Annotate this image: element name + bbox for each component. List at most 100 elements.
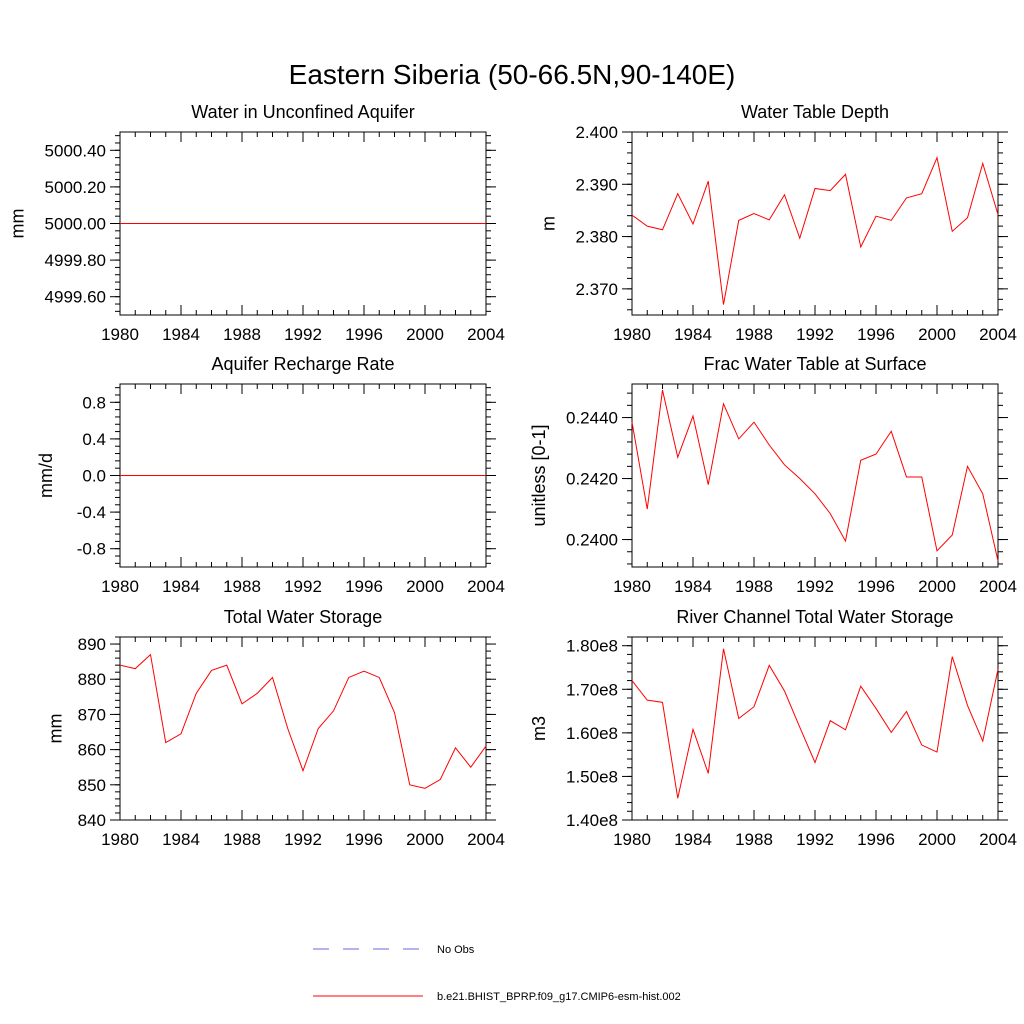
y-axis-label: mm/d — [36, 453, 56, 498]
series-line — [631, 389, 999, 562]
y-tick-label: 1.80e8 — [566, 637, 618, 656]
y-tick-label: 0.2420 — [566, 470, 618, 489]
x-tick-label: 1996 — [857, 577, 895, 596]
y-axis-label: m3 — [529, 716, 549, 741]
plot-frame — [631, 131, 999, 316]
panel-title: River Channel Total Water Storage — [676, 607, 953, 627]
y-tick-label: 840 — [78, 811, 106, 830]
series-line — [631, 648, 999, 799]
x-tick-label: 2000 — [918, 830, 956, 849]
x-tick-label: 2000 — [918, 577, 956, 596]
x-tick-label: 1980 — [613, 577, 651, 596]
x-tick-label: 1988 — [223, 577, 261, 596]
plot-frame — [119, 636, 487, 821]
x-tick-label: 1980 — [101, 577, 139, 596]
y-tick-label: -0.4 — [77, 503, 106, 522]
y-tick-label: 850 — [78, 776, 106, 795]
x-tick-label: 1996 — [857, 830, 895, 849]
x-tick-label: 1996 — [345, 830, 383, 849]
x-tick-label: 1992 — [796, 325, 834, 344]
x-tick-label: 1984 — [674, 577, 712, 596]
y-tick-label: 5000.40 — [45, 141, 106, 160]
legend-model-label: b.e21.BHIST_BPRP.f09_g17.CMIP6-esm-hist.… — [437, 991, 681, 1003]
panel-title: Frac Water Table at Surface — [703, 354, 926, 374]
x-tick-label: 1984 — [674, 830, 712, 849]
x-tick-label: 1980 — [613, 830, 651, 849]
x-tick-label: 1984 — [674, 325, 712, 344]
x-tick-label: 2004 — [979, 830, 1017, 849]
x-tick-label: 1992 — [284, 325, 322, 344]
y-tick-label: 5000.20 — [45, 178, 106, 197]
y-tick-label: 2.370 — [575, 280, 618, 299]
y-tick-label: 0.8 — [82, 393, 106, 412]
y-tick-label: 870 — [78, 705, 106, 724]
x-tick-label: 2004 — [467, 830, 505, 849]
y-tick-label: 860 — [78, 741, 106, 760]
x-tick-label: 1988 — [735, 325, 773, 344]
y-tick-label: 1.40e8 — [566, 811, 618, 830]
y-tick-label: 1.70e8 — [566, 680, 618, 699]
series-line — [119, 653, 487, 789]
y-tick-label: 1.60e8 — [566, 724, 618, 743]
x-tick-label: 2000 — [406, 577, 444, 596]
panel-water-in-unconfined-aquifer: 1980 1984 1988 1992 1996 2000 2004 5000.40 5000.… — [8, 102, 505, 344]
x-tick-label: 2004 — [467, 577, 505, 596]
x-tick-label: 2004 — [467, 325, 505, 344]
y-tick-label: 0.4 — [82, 430, 106, 449]
figure-title: Eastern Siberia (50-66.5N,90-140E) — [289, 59, 736, 90]
panel-title: Water Table Depth — [741, 102, 889, 122]
y-tick-label: 4999.80 — [45, 251, 106, 270]
x-tick-label: 1992 — [284, 577, 322, 596]
y-tick-label: 0.2440 — [566, 409, 618, 428]
x-tick-label: 2000 — [918, 325, 956, 344]
x-tick-label: 1996 — [345, 325, 383, 344]
y-tick-label: 5000.00 — [45, 215, 106, 234]
x-tick-label: 1992 — [284, 830, 322, 849]
y-axis-label: unitless [0-1] — [529, 424, 549, 526]
series-line — [631, 155, 999, 305]
y-tick-label: 0.0 — [82, 467, 106, 486]
panel-river-channel-total-water-storage: 1980 1984 1988 1992 1996 2000 2004 1.80e8 1.70e8… — [529, 607, 1017, 849]
plot-frame — [631, 636, 999, 821]
y-tick-label: 2.400 — [575, 123, 618, 142]
panel-water-table-depth: 1980 1984 1988 1992 1996 2000 2004 2.400 2.390 2.… — [539, 102, 1017, 344]
y-tick-label: 2.390 — [575, 175, 618, 194]
panels: 1980 1984 1988 1992 1996 2000 2004 5000.40 5000.… — [8, 102, 1017, 849]
x-tick-label: 2004 — [979, 325, 1017, 344]
panel-total-water-storage: 1980 1984 1988 1992 1996 2000 2004 890 880 870 860… — [46, 607, 505, 849]
x-tick-label: 1988 — [735, 830, 773, 849]
y-axis-label: mm — [8, 209, 28, 239]
x-tick-label: 1992 — [796, 830, 834, 849]
panel-title: Water in Unconfined Aquifer — [191, 102, 414, 122]
panel-title: Aquifer Recharge Rate — [211, 354, 394, 374]
y-tick-label: 2.380 — [575, 228, 618, 247]
y-tick-label: -0.8 — [77, 540, 106, 559]
x-tick-label: 1996 — [345, 577, 383, 596]
x-tick-label: 2004 — [979, 577, 1017, 596]
panel-title: Total Water Storage — [224, 607, 382, 627]
y-axis-label: mm — [46, 714, 66, 744]
x-tick-label: 1980 — [101, 325, 139, 344]
y-tick-label: 4999.60 — [45, 288, 106, 307]
x-tick-label: 1980 — [613, 325, 651, 344]
y-tick-label: 880 — [78, 670, 106, 689]
x-tick-label: 1988 — [223, 325, 261, 344]
plot-frame — [631, 383, 999, 568]
x-tick-label: 1980 — [101, 830, 139, 849]
x-tick-label: 1996 — [857, 325, 895, 344]
panel-frac-water-table-at-surface: 1980 1984 1988 1992 1996 2000 2004 0.2440 0.2420… — [529, 354, 1017, 596]
x-tick-label: 1984 — [162, 577, 200, 596]
y-tick-label: 890 — [78, 635, 106, 654]
x-tick-label: 1988 — [223, 830, 261, 849]
panel-aquifer-recharge-rate: 1980 1984 1988 1992 1996 2000 2004 0.8 0.4 0.0 -0.… — [36, 354, 505, 596]
y-tick-label: 1.50e8 — [566, 767, 618, 786]
x-tick-label: 1992 — [796, 577, 834, 596]
x-tick-label: 1984 — [162, 325, 200, 344]
legend: No Obs b.e21.BHIST_BPRP.f09_g17.CMIP6-es… — [313, 944, 681, 1003]
x-tick-label: 2000 — [406, 325, 444, 344]
x-tick-label: 2000 — [406, 830, 444, 849]
x-tick-label: 1988 — [735, 577, 773, 596]
y-axis-label: m — [539, 216, 559, 231]
x-tick-label: 1984 — [162, 830, 200, 849]
